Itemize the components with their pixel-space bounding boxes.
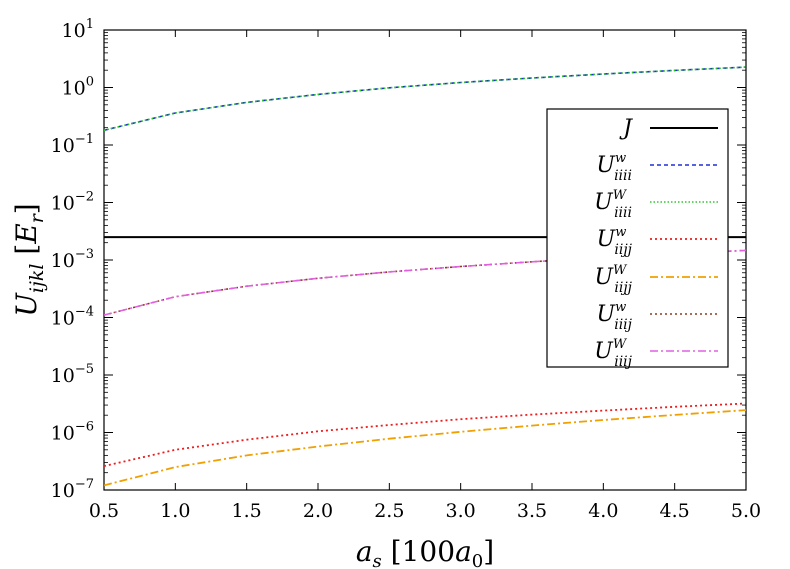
y-tick-label: 10−2 bbox=[51, 190, 94, 215]
legend-name: U bbox=[594, 190, 614, 215]
y-tick-exponent: −3 bbox=[75, 247, 94, 262]
legend-sup: W bbox=[613, 263, 628, 278]
y-tick-label: 10−3 bbox=[51, 247, 94, 272]
y-tick-exponent: 0 bbox=[86, 75, 94, 90]
y-tick-exponent: −4 bbox=[75, 305, 94, 320]
x-tick-label: 5.0 bbox=[731, 500, 761, 522]
y-title-unit-symbol: E bbox=[10, 223, 43, 244]
legend-sup: w bbox=[615, 151, 626, 166]
legend-sub: iiij bbox=[614, 317, 632, 333]
x-tick-label: 0.5 bbox=[89, 500, 119, 522]
legend-name: U bbox=[597, 302, 617, 327]
legend-sup: w bbox=[615, 300, 626, 315]
axis-ticks bbox=[103, 29, 747, 491]
y-tick-base: 10 bbox=[51, 423, 75, 445]
series-line-UW_iijj bbox=[104, 409, 746, 487]
legend-name: U bbox=[594, 339, 614, 364]
x-tick-label: 1.0 bbox=[160, 500, 190, 522]
y-tick-label: 100 bbox=[62, 75, 94, 100]
legend-label-Uw_iiii: Uw iiii bbox=[596, 151, 632, 184]
legend-sup: w bbox=[615, 225, 626, 240]
legend-label-J: J bbox=[619, 116, 633, 141]
x-tick-label: 3.0 bbox=[446, 500, 476, 522]
legend-name: U bbox=[597, 227, 617, 252]
x-tick-label: 4.5 bbox=[660, 500, 690, 522]
x-tick-label: 4.0 bbox=[588, 500, 618, 522]
y-tick-base: 10 bbox=[51, 193, 75, 215]
legend-label-UW_iijj: UW iijj bbox=[594, 263, 632, 296]
y-title-symbol: U bbox=[10, 292, 43, 317]
y-axis-title: Uijkl [Er] bbox=[10, 203, 48, 316]
x-title-unit: [100 bbox=[382, 535, 455, 568]
legend-label-UW_iiii: UW iiii bbox=[594, 188, 632, 221]
y-tick-base: 10 bbox=[62, 20, 86, 42]
y-tick-label: 101 bbox=[62, 17, 94, 42]
x-axis-title: as [100a0] bbox=[356, 535, 494, 569]
y-tick-base: 10 bbox=[51, 480, 75, 502]
x-tick-label: 1.5 bbox=[232, 500, 262, 522]
axis-tick-labels: 0.5 1.0 1.5 2.0 2.5 3.0 3.5 4.0 4.5 5.010110010−1… bbox=[51, 17, 761, 522]
y-title-unit-sub: r bbox=[26, 212, 48, 223]
legend-sub: iijj bbox=[614, 242, 632, 258]
legend-sup: W bbox=[613, 188, 628, 203]
x-title-close: ] bbox=[483, 535, 494, 568]
x-tick-label: 2.0 bbox=[303, 500, 333, 522]
legend-label-UW_iiij: UW iiij bbox=[594, 337, 632, 370]
x-title-unit-sub: 0 bbox=[472, 551, 483, 569]
y-title-close: ] bbox=[10, 203, 43, 214]
y-tick-base: 10 bbox=[51, 250, 75, 272]
y-tick-label: 10−7 bbox=[51, 477, 94, 502]
legend-name: U bbox=[594, 265, 614, 290]
legend-sub: iijj bbox=[614, 280, 632, 296]
legend-name: U bbox=[596, 153, 616, 178]
y-tick-exponent: −7 bbox=[75, 477, 94, 492]
x-tick-label: 3.5 bbox=[517, 500, 547, 522]
x-title-symbol: a bbox=[356, 535, 373, 568]
y-tick-label: 10−6 bbox=[51, 420, 94, 445]
y-tick-exponent: −5 bbox=[75, 362, 94, 377]
y-tick-label: 10−1 bbox=[51, 132, 94, 157]
y-tick-exponent: −6 bbox=[75, 420, 94, 435]
legend-box bbox=[546, 108, 729, 368]
y-title-sub: ijkl bbox=[26, 264, 48, 294]
y-tick-base: 10 bbox=[51, 365, 75, 387]
y-title-open: [ bbox=[10, 244, 43, 264]
legend-sub: iiii bbox=[614, 168, 632, 184]
series-line-UW_iiii bbox=[104, 66, 746, 132]
legend-sup: W bbox=[613, 337, 628, 352]
legend-name: J bbox=[619, 116, 633, 141]
y-tick-exponent: 1 bbox=[86, 17, 94, 32]
y-tick-base: 10 bbox=[51, 135, 75, 157]
y-tick-base: 10 bbox=[51, 308, 75, 330]
y-tick-base: 10 bbox=[62, 78, 86, 100]
legend-sub: iiij bbox=[614, 354, 632, 370]
x-tick-label: 2.5 bbox=[374, 500, 404, 522]
y-tick-exponent: −1 bbox=[75, 132, 94, 147]
y-tick-label: 10−4 bbox=[51, 305, 94, 330]
x-title-sub: s bbox=[373, 551, 382, 569]
legend-sub: iiii bbox=[614, 205, 632, 221]
y-tick-exponent: −2 bbox=[75, 190, 94, 205]
legend-label-Uw_iijj: Uw iijj bbox=[597, 225, 633, 258]
legend-label-Uw_iiij: Uw iiij bbox=[597, 300, 633, 333]
x-title-unit-symbol: a bbox=[455, 535, 472, 568]
y-tick-label: 10−5 bbox=[51, 362, 94, 387]
